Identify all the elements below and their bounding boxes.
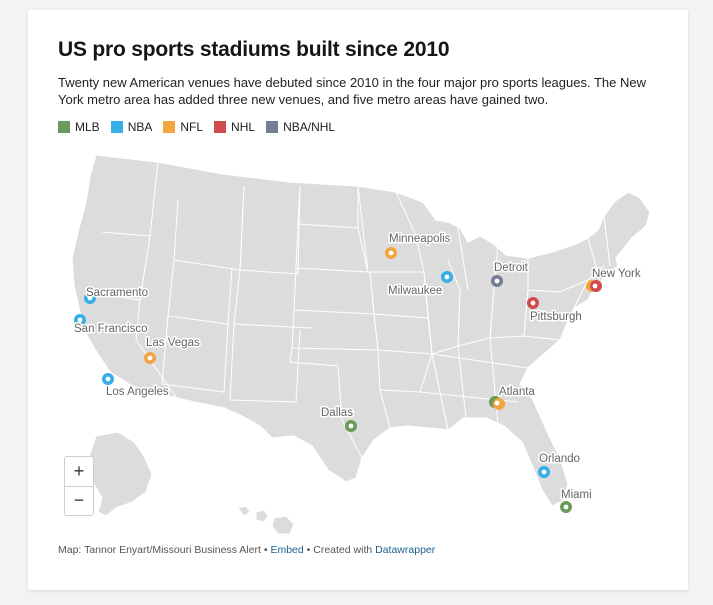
legend-swatch-nfl	[163, 121, 176, 133]
city-label-los-angeles: Los Angeles	[106, 386, 169, 398]
state-borders	[87, 161, 611, 459]
city-markers	[74, 247, 602, 513]
city-label-sacramento: Sacramento	[86, 287, 148, 299]
legend-label-mlb: MLB	[75, 120, 100, 134]
city-label-miami: Miami	[561, 489, 592, 501]
city-label-pittsburgh: Pittsburgh	[530, 311, 582, 323]
city-label-dallas: Dallas	[321, 407, 353, 419]
marker-pittsburgh[interactable]	[527, 297, 539, 309]
us-map[interactable]: Sacramento San Francisco Las Vegas Los A…	[28, 140, 688, 540]
embed-link[interactable]: Embed	[270, 544, 304, 556]
city-label-orlando: Orlando	[539, 453, 580, 465]
city-label-san-francisco: San Francisco	[74, 323, 148, 335]
marker-dallas[interactable]	[345, 420, 357, 432]
map-shapes	[71, 154, 651, 535]
marker-los-angeles[interactable]	[102, 373, 114, 385]
legend-item-nfl: NFL	[163, 120, 203, 134]
alaska-shape	[85, 431, 153, 517]
city-label-las-vegas: Las Vegas	[146, 337, 200, 349]
marker-atlanta[interactable]	[489, 396, 505, 410]
marker-milwaukee[interactable]	[441, 271, 453, 283]
zoom-control: + −	[64, 456, 94, 516]
legend-swatch-nhl	[214, 121, 227, 133]
zoom-in-button[interactable]: +	[73, 460, 85, 481]
legend-swatch-nba-nhl	[266, 121, 279, 133]
legend-label-nfl: NFL	[180, 120, 204, 134]
footer-created-with: Created with	[313, 544, 373, 556]
marker-miami[interactable]	[560, 501, 572, 513]
zoom-out-button[interactable]: −	[65, 485, 93, 516]
legend-item-nhl: NHL	[214, 120, 255, 134]
marker-las-vegas[interactable]	[144, 352, 156, 364]
marker-sacramento[interactable]	[84, 292, 96, 304]
marker-minneapolis[interactable]	[385, 247, 397, 259]
city-label-detroit: Detroit	[494, 262, 529, 274]
legend-label-nba: NBA	[127, 120, 153, 134]
legend-item-nba-nhl: NBA/NHL	[266, 120, 335, 134]
legend-swatch-mlb	[58, 121, 70, 133]
chart-title: US pro sports stadiums built since 2010	[58, 38, 450, 61]
chart-card: US pro sports stadiums built since 2010 …	[28, 10, 688, 590]
marker-new-york[interactable]	[586, 280, 602, 292]
city-label-milwaukee: Milwaukee	[388, 285, 442, 297]
chart-description: Twenty new American venues have debuted …	[58, 75, 646, 107]
legend-label-nhl: NHL	[231, 120, 256, 134]
legend-swatch-nba	[110, 121, 123, 133]
city-label-new-york: New York	[592, 268, 641, 280]
footer: Map: Tannor Enyart/Missouri Business Ale…	[58, 544, 435, 556]
footer-separator-1: •	[263, 544, 268, 556]
marker-detroit[interactable]	[491, 275, 503, 287]
footer-separator-2: •	[306, 544, 311, 556]
city-labels: Sacramento San Francisco Las Vegas Los A…	[73, 232, 643, 503]
legend-label-nba-nhl: NBA/NHL	[283, 120, 336, 134]
hawaii-shape	[237, 505, 295, 535]
marker-san-francisco[interactable]	[74, 314, 86, 326]
legend: MLB NBA NFL NHL NBA/NHL	[58, 120, 335, 134]
legend-item-mlb: MLB	[58, 120, 100, 134]
datawrapper-link[interactable]: Datawrapper	[375, 544, 436, 556]
legend-item-nba: NBA	[110, 120, 153, 134]
city-label-minneapolis: Minneapolis	[389, 233, 451, 245]
contiguous-us-shape	[71, 154, 651, 507]
footer-credit: Map: Tannor Enyart/Missouri Business Ale…	[58, 544, 261, 556]
marker-orlando[interactable]	[538, 466, 550, 478]
city-label-atlanta: Atlanta	[499, 386, 535, 398]
